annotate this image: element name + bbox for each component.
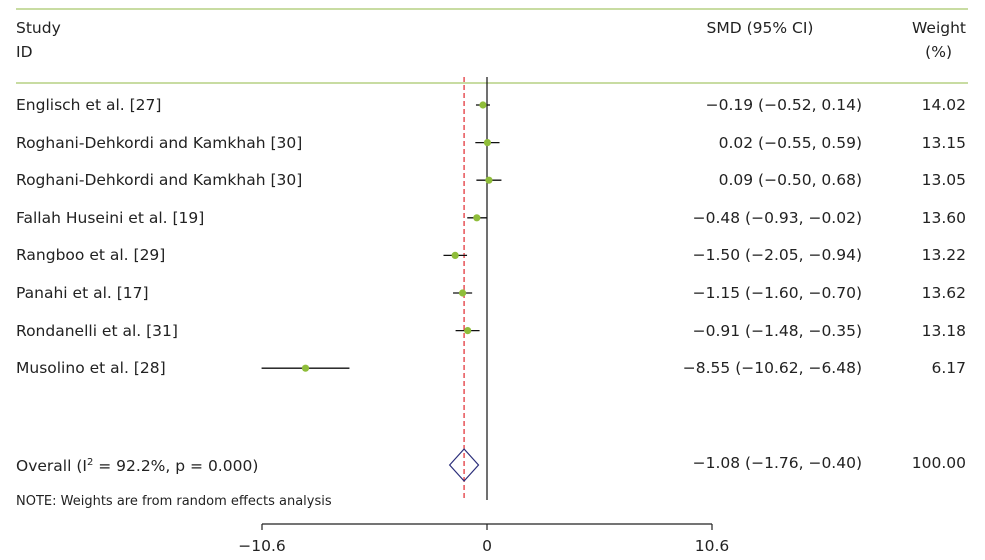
study-ci: 0.09 (−0.50, 0.68) — [718, 171, 862, 190]
point-estimate — [473, 214, 481, 222]
point-estimate — [458, 289, 467, 297]
study-weight: 13.15 — [921, 133, 966, 152]
study-ci: −0.91 (−1.48, −0.35) — [692, 321, 862, 340]
study-weight: 14.02 — [921, 96, 966, 114]
study-label: Englisch et al. [27] — [16, 96, 162, 114]
study-weight: 13.18 — [921, 321, 966, 340]
header-study: Study — [16, 19, 61, 37]
footnote: NOTE: Weights are from random effects an… — [16, 494, 332, 509]
study-weight: 13.22 — [921, 246, 966, 265]
header-smd: SMD (95% CI) — [706, 19, 814, 37]
study-ci: −8.55 (−10.62, −6.48) — [682, 359, 862, 378]
point-estimate — [464, 327, 472, 335]
study-label: Rangboo et al. [29] — [16, 246, 166, 265]
study-ci: −0.48 (−0.93, −0.02) — [692, 208, 862, 227]
overall-label: Overall (I2 = 92.2%, p = 0.000) — [16, 457, 259, 475]
study-label: Panahi et al. [17] — [16, 284, 149, 302]
point-estimate — [479, 101, 487, 109]
study-ci: −0.19 (−0.52, 0.14) — [705, 96, 862, 114]
study-weight: 13.05 — [921, 171, 966, 190]
study-ci: 0.02 (−0.55, 0.59) — [718, 133, 862, 152]
study-ci: −1.50 (−2.05, −0.94) — [692, 246, 862, 265]
header-weight-unit: (%) — [925, 43, 952, 61]
point-estimate — [483, 139, 492, 147]
study-label: Roghani-Dehkordi and Kamkhah [30] — [16, 133, 303, 152]
study-label: Musolino et al. [28] — [16, 359, 166, 378]
study-label: Rondanelli et al. [31] — [16, 321, 178, 340]
header-id: ID — [16, 43, 33, 61]
point-estimate — [301, 364, 310, 372]
study-weight: 13.62 — [921, 284, 966, 302]
study-ci: −1.15 (−1.60, −0.70) — [692, 284, 862, 302]
study-label: Fallah Huseini et al. [19] — [16, 208, 205, 227]
study-weight: 6.17 — [931, 359, 966, 378]
x-tick-label: 0 — [482, 537, 492, 555]
overall-ci: −1.08 (−1.76, −0.40) — [692, 454, 862, 472]
point-estimate — [451, 251, 459, 259]
overall-weight: 100.00 — [911, 454, 966, 472]
overall-diamond — [448, 448, 480, 482]
header-weight: Weight — [911, 19, 966, 37]
study-weight: 13.60 — [921, 208, 966, 227]
point-estimate — [485, 176, 493, 184]
x-tick-label: 10.6 — [694, 537, 730, 555]
x-tick-label: −10.6 — [238, 537, 286, 555]
study-label: Roghani-Dehkordi and Kamkhah [30] — [16, 171, 303, 190]
